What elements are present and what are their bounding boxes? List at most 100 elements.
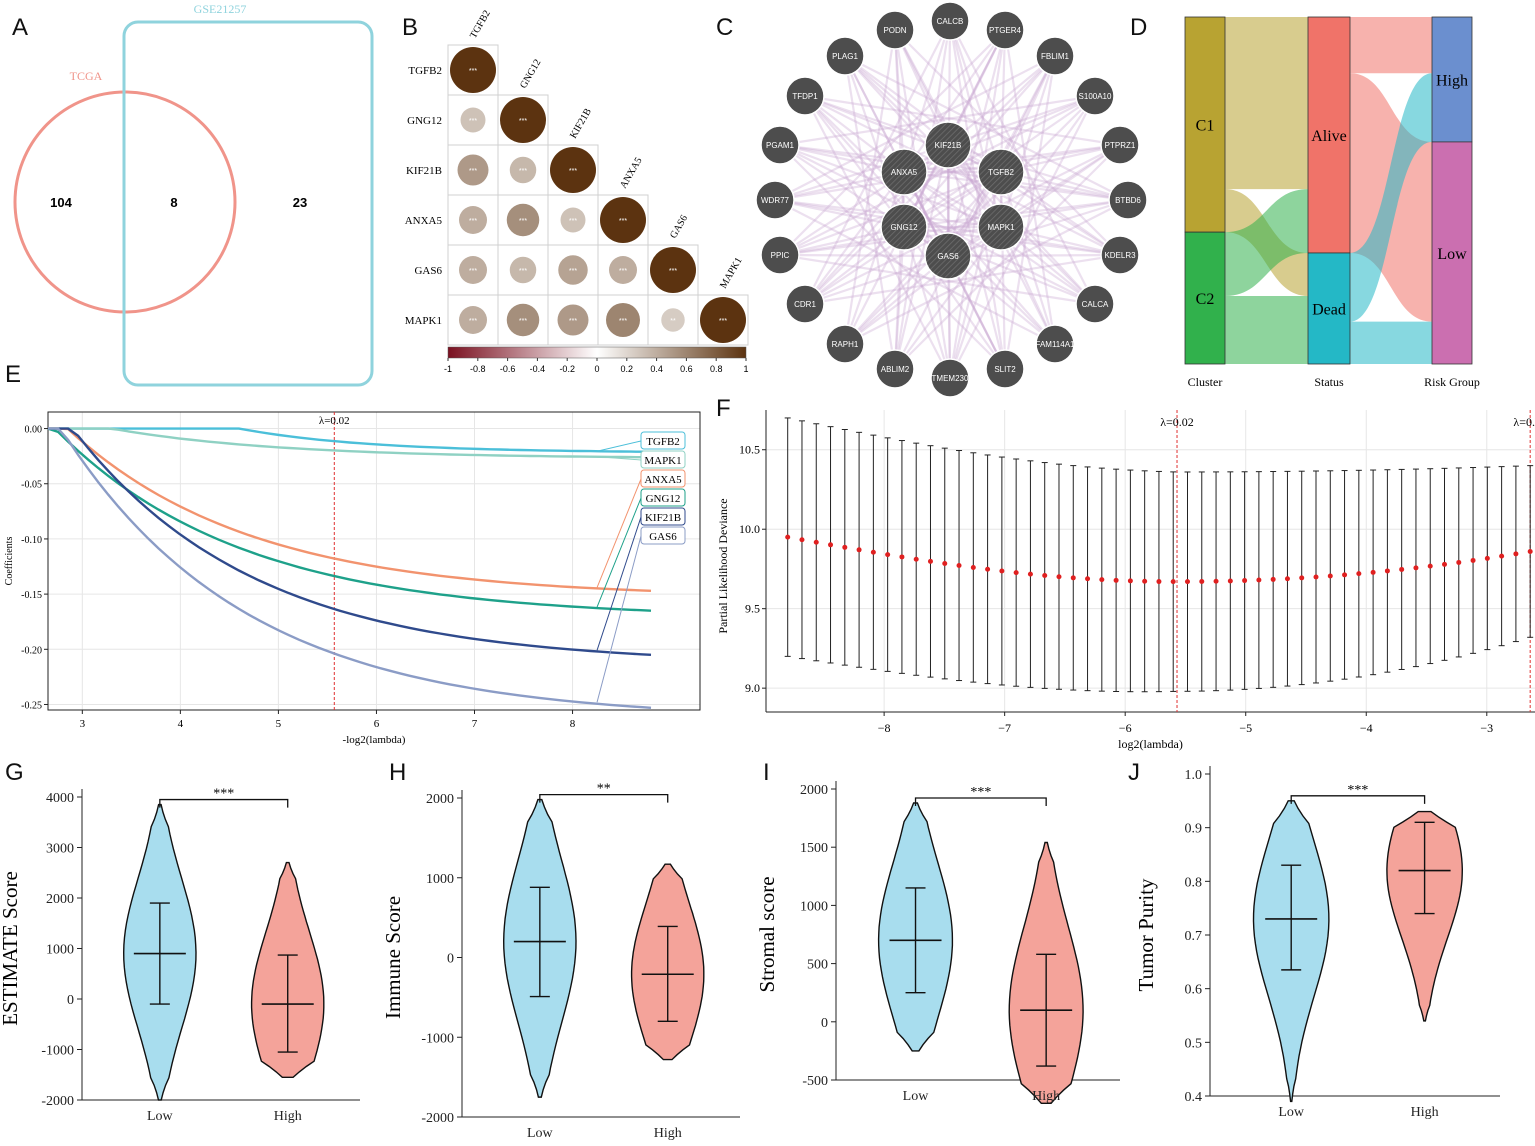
colorbar-tick-label: -1: [444, 364, 452, 374]
heatmap-circle: [650, 247, 696, 293]
y-tick-label: 1000: [426, 872, 454, 887]
network-edge: [903, 171, 1056, 345]
sankey-node-label: C2: [1196, 291, 1215, 308]
network-edge: [947, 253, 1121, 258]
deviance-point: [1270, 576, 1276, 582]
heatmap-circle: [509, 256, 537, 284]
series-label-box: [640, 450, 686, 469]
network-edge: [999, 55, 1057, 228]
y-tick-label: 0.6: [1185, 983, 1203, 998]
y-tick-label: -1000: [421, 1031, 454, 1046]
panel-label-a: A: [12, 14, 28, 41]
network-edge: [946, 29, 1007, 257]
network-node-outer: [1100, 235, 1140, 275]
heatmap-sig: ***: [519, 118, 527, 125]
sankey-flow: [1350, 73, 1432, 322]
violin-plot-j: 0.4 0.5 0.6 0.7 0.8 0.9 1.0 Tumor Purity Low High…: [1134, 766, 1500, 1120]
network-edge: [947, 94, 1096, 147]
x-tick-label: 6: [374, 718, 380, 730]
deviance-point: [1199, 579, 1205, 585]
network-edge: [947, 198, 1129, 258]
network-node-outer: [930, 1, 970, 41]
network-edge: [894, 29, 1121, 256]
deviance-point: [1013, 570, 1019, 576]
sankey-node: [1307, 16, 1351, 254]
coef-path: [48, 427, 651, 453]
panel-label-f: F: [716, 395, 731, 422]
x-tick-label: −8: [878, 721, 891, 735]
x-tick-label: 8: [570, 718, 576, 730]
heatmap-circle: [506, 303, 540, 337]
heatmap-circle: [600, 197, 646, 243]
colorbar-tick-label: -0.2: [559, 364, 575, 374]
label-leader: [596, 516, 642, 651]
deviance-point: [799, 537, 805, 543]
deviance-point: [1313, 574, 1319, 580]
y-tick-label: 0.4: [1185, 1090, 1203, 1105]
heatmap-circle: [609, 256, 637, 284]
network-edge: [999, 171, 1057, 345]
network-edge: [902, 226, 952, 379]
coef-path: [47, 427, 652, 612]
sankey-flow: [1225, 189, 1308, 296]
heatmap-sig: ***: [569, 168, 577, 175]
network-edge: [774, 143, 1121, 202]
y-tick-label: 1000: [800, 899, 828, 914]
deviance-point: [1413, 565, 1419, 571]
network-node-label: CALCA: [1082, 300, 1109, 309]
network-node-label: PGAM1: [766, 141, 795, 150]
y-tick-label: 2000: [800, 783, 828, 798]
heatmap-sig: ***: [569, 318, 577, 325]
heatmap-sig: ***: [519, 168, 527, 175]
deviance-point: [1342, 572, 1348, 578]
network-edge: [779, 144, 1006, 370]
deviance-point: [1284, 576, 1290, 582]
network-edge: [779, 253, 949, 258]
network-node-outer: [1075, 284, 1115, 324]
deviance-point: [1227, 578, 1233, 584]
network-edge: [893, 29, 952, 379]
label-leader: [596, 497, 642, 608]
deviance-point: [1327, 573, 1333, 579]
deviance-point: [1242, 578, 1248, 584]
heatmap-sig: **: [670, 318, 676, 325]
violin-body: [1386, 810, 1464, 1022]
series-label-box: [640, 431, 686, 450]
violin-plot-h: -2000 -1000 0 1000 2000 Immune Score Low High **: [381, 782, 740, 1141]
network-edge: [903, 226, 1006, 370]
heatmap-sig: ***: [469, 168, 477, 175]
y-tick-label: 0.00: [25, 425, 43, 436]
network-node-outer: [1035, 36, 1075, 76]
series-label: MAPK1: [644, 455, 681, 467]
sankey-diagram: C1 C2 Cluster Alive Dead Status High Low Risk Gr…: [1184, 16, 1480, 389]
network-edge: [804, 144, 1121, 305]
network-edge: [804, 20, 951, 305]
label-leader: [597, 456, 642, 461]
network-edge: [947, 144, 1121, 256]
venn-count-intersection: 8: [170, 195, 177, 210]
network-edge: [779, 253, 1096, 306]
deviance-point: [1213, 578, 1219, 584]
lambda-label: λ=0.02: [319, 415, 350, 427]
heatmap-row-label: KIF21B: [406, 165, 442, 177]
x-tick-label: Low: [147, 1109, 174, 1124]
network-node-outer: [785, 76, 825, 116]
significance-label: ***: [213, 787, 234, 802]
network-edge: [948, 29, 1007, 379]
cv-deviance-plot: −8 −7 −6 −5 −4 −3 9.0 9.5 10.0 10.5 log2(lambda) Pa…: [716, 410, 1535, 751]
series-label-box: [640, 507, 686, 526]
y-tick-label: 9.0: [745, 681, 760, 695]
heatmap-col-label: MAPK1: [718, 256, 744, 291]
venn-count-tcga-only: 104: [50, 195, 72, 210]
heatmap-circle: [459, 256, 487, 284]
x-tick-label: −7: [998, 721, 1011, 735]
coef-path: [48, 427, 652, 459]
colorbar-tick-label: 0: [594, 364, 599, 374]
x-tick-label: Low: [903, 1089, 930, 1104]
network-edge: [844, 55, 1002, 228]
y-tick-label: 4000: [46, 791, 74, 806]
x-tick-label: −3: [1480, 721, 1493, 735]
network-node-outer: [985, 10, 1025, 50]
network-node-outer: [760, 125, 800, 165]
heatmap-circle: [459, 206, 487, 234]
